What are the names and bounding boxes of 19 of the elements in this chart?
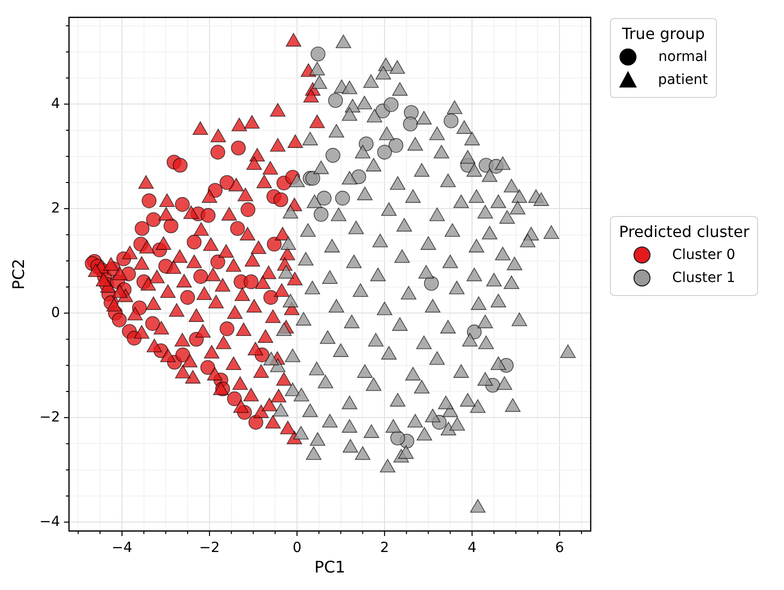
text: normal	[658, 48, 708, 64]
y-tick-label: 4	[51, 96, 60, 112]
x-tick-label: 6	[555, 540, 564, 556]
y-tick-label: 0	[51, 304, 60, 321]
y-tick-label: 2	[51, 200, 60, 216]
text: Cluster 1	[672, 270, 736, 286]
x-tick-label: −4	[112, 540, 132, 556]
x-tick-label: 2	[380, 540, 390, 556]
y-tick-label: −4	[39, 514, 60, 530]
text: patient	[658, 72, 708, 88]
x-tick-label: 4	[468, 540, 477, 556]
text: True group	[622, 24, 705, 45]
x-tick-label: −2	[199, 540, 220, 556]
y-axis-title: PC2	[8, 258, 28, 290]
x-axis-title: PC1	[314, 558, 346, 577]
y-tick-label: −2	[39, 409, 60, 426]
x-tick-label: 0	[292, 540, 302, 556]
text: Cluster 0	[672, 246, 736, 262]
text: Predicted cluster	[619, 222, 750, 243]
